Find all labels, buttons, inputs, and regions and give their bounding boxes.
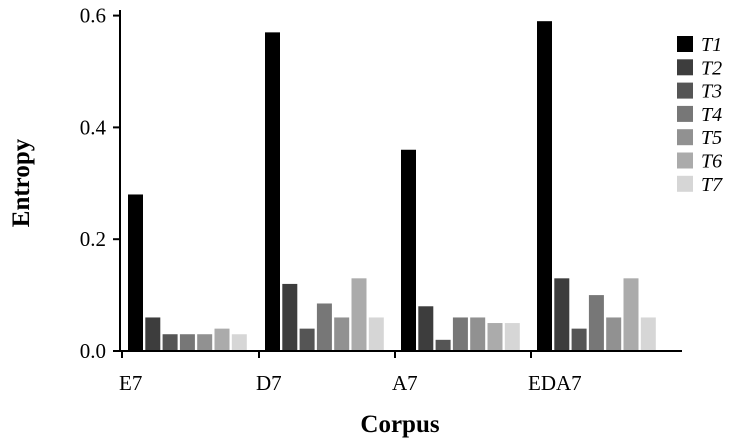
bar-t7-a7 (504, 323, 520, 351)
bar-t6-e7 (214, 328, 230, 351)
bar-t3-e7 (162, 334, 178, 351)
bar-t5-e7 (197, 334, 213, 351)
legend-item-t6: T6 (677, 151, 722, 173)
y-axis-title: Entropy (8, 138, 35, 227)
bar-t4-eda7 (588, 295, 604, 351)
y-axis-ticks: 0.0 0.2 0.4 0.6 (80, 4, 120, 363)
legend-label: T3 (701, 81, 722, 103)
bar-t4-a7 (452, 317, 468, 351)
bar-t4-d7 (316, 303, 332, 351)
bar-t6-eda7 (623, 278, 639, 351)
bar-t6-a7 (487, 323, 503, 351)
bar-t5-a7 (470, 317, 486, 351)
bar-group-e7 (128, 194, 247, 351)
bars (128, 21, 656, 351)
bar-t5-d7 (334, 317, 350, 351)
bar-t2-e7 (145, 317, 161, 351)
bar-t7-e7 (231, 334, 247, 351)
bar-t2-eda7 (554, 278, 570, 351)
x-tick-label: EDA7 (528, 371, 582, 395)
bar-t7-d7 (368, 317, 384, 351)
x-axis-title: Corpus (360, 411, 439, 438)
bar-t3-a7 (435, 339, 451, 351)
bar-t1-a7 (401, 149, 416, 351)
legend-item-t7: T7 (677, 174, 723, 196)
legend-swatch (677, 175, 693, 192)
legend-label: T1 (701, 34, 722, 56)
legend-label: T2 (701, 57, 722, 79)
y-tick-label: 0.0 (80, 339, 106, 363)
legend-item-t2: T2 (677, 57, 722, 79)
bar-t2-d7 (282, 283, 298, 351)
legend-swatch (677, 152, 693, 169)
bar-t7-eda7 (640, 317, 656, 351)
legend-label: T7 (701, 174, 723, 196)
y-tick-label: 0.4 (80, 115, 107, 139)
bar-t5-eda7 (606, 317, 622, 351)
y-tick-label: 0.6 (80, 4, 106, 28)
bar-group-a7 (401, 149, 520, 351)
bar-t1-eda7 (537, 21, 552, 351)
legend-swatch (677, 59, 693, 76)
bar-t4-e7 (179, 334, 195, 351)
legend-item-t5: T5 (677, 127, 722, 149)
bar-group-d7 (265, 32, 384, 351)
x-tick-label: E7 (119, 371, 142, 395)
bar-group-eda7 (537, 21, 656, 351)
x-tick-label: D7 (256, 371, 282, 395)
legend-label: T6 (701, 151, 722, 173)
y-tick-label: 0.2 (80, 227, 106, 251)
x-tick-label: A7 (392, 371, 418, 395)
bar-t6-d7 (351, 278, 367, 351)
bar-t3-eda7 (571, 328, 587, 351)
bar-t1-e7 (128, 194, 143, 351)
legend-swatch (677, 129, 693, 146)
legend-item-t3: T3 (677, 81, 722, 103)
legend-swatch (677, 36, 693, 52)
legend-item-t1: T1 (677, 34, 722, 56)
legend-label: T5 (701, 127, 722, 149)
legend-swatch (677, 105, 693, 122)
x-axis-ticks: E7 D7 A7 EDA7 (119, 351, 582, 395)
bar-t2-a7 (418, 306, 434, 351)
legend-label: T4 (701, 104, 722, 126)
bar-t3-d7 (299, 328, 315, 351)
legend-item-t4: T4 (677, 104, 722, 126)
bar-t1-d7 (265, 32, 280, 351)
legend-swatch (677, 82, 693, 99)
